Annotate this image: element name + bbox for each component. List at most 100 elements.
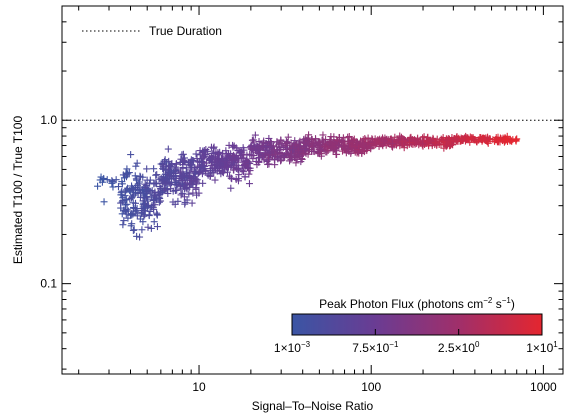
data-point-158 — [123, 165, 131, 173]
data-point-832 — [257, 144, 265, 152]
data-point-377 — [185, 161, 193, 169]
data-point-1071 — [318, 150, 326, 158]
data-point-1069 — [351, 143, 359, 151]
data-point-93 — [133, 181, 141, 189]
data-point-331 — [169, 198, 177, 206]
data-point-940 — [319, 131, 327, 139]
data-point-571 — [221, 163, 229, 171]
data-point-97 — [118, 178, 126, 186]
data-point-164 — [122, 196, 130, 204]
y-axis-label: Estimated T100 / True T100 — [11, 116, 25, 265]
data-point-135 — [123, 205, 131, 213]
data-point-559 — [210, 143, 218, 151]
data-point-829 — [298, 155, 306, 163]
data-point-1389 — [492, 134, 500, 142]
data-point-1003 — [299, 149, 307, 157]
data-point-155 — [121, 201, 129, 209]
data-point-111 — [143, 165, 151, 173]
data-point-140 — [128, 182, 136, 190]
data-point-823 — [277, 136, 285, 144]
data-point-798 — [273, 138, 281, 146]
data-point-387 — [162, 167, 170, 175]
data-point-947 — [314, 149, 322, 157]
data-point-260 — [172, 160, 180, 168]
data-point-1062 — [343, 145, 351, 153]
data-point-1360 — [491, 137, 499, 145]
data-point-1415 — [501, 135, 509, 143]
data-point-118 — [129, 226, 137, 234]
data-point-459 — [245, 180, 253, 188]
data-point-95 — [119, 221, 127, 229]
data-point-1434 — [512, 136, 520, 144]
data-point-347 — [189, 156, 197, 164]
data-point-380 — [186, 181, 194, 189]
data-point-181 — [152, 171, 160, 179]
data-point-759 — [296, 142, 304, 150]
data-point-9 — [112, 176, 120, 184]
data-point-1433 — [484, 133, 492, 141]
data-point-1268 — [420, 133, 428, 141]
data-point-1420 — [463, 134, 471, 142]
data-point-69 — [127, 151, 135, 159]
data-point-186 — [119, 171, 127, 179]
data-point-724 — [291, 137, 299, 145]
data-point-999 — [305, 131, 313, 139]
data-point-113 — [130, 226, 138, 234]
legend: True Duration — [82, 24, 222, 38]
data-point-1048 — [353, 139, 361, 147]
data-point-484 — [241, 173, 249, 181]
data-point-1301 — [414, 134, 422, 142]
data-point-612 — [198, 157, 206, 165]
data-point-815 — [279, 143, 287, 151]
data-point-191 — [139, 186, 147, 194]
data-point-610 — [201, 149, 209, 157]
colorbar-tick-label-0: 1×10−3 — [274, 340, 311, 355]
data-point-171 — [134, 180, 142, 188]
data-point-1298 — [380, 137, 388, 145]
data-point-805 — [248, 136, 256, 144]
data-point-1007 — [344, 133, 352, 141]
data-point-807 — [272, 151, 280, 159]
data-point-1084 — [310, 143, 318, 151]
data-point-1072 — [361, 135, 369, 143]
data-point-127 — [150, 218, 158, 226]
data-point-816 — [264, 161, 272, 169]
data-point-460 — [238, 167, 246, 175]
data-point-827 — [265, 154, 273, 162]
data-point-369 — [171, 178, 179, 186]
data-point-385 — [184, 172, 192, 180]
data-point-790 — [266, 144, 274, 152]
data-point-560 — [219, 169, 227, 177]
data-point-562 — [239, 154, 247, 162]
data-point-828 — [291, 152, 299, 160]
data-point-1297 — [398, 138, 406, 146]
data-point-556 — [212, 165, 220, 173]
data-point-335 — [167, 161, 175, 169]
data-point-1266 — [370, 141, 378, 149]
data-point-511 — [234, 164, 242, 172]
legend-label: True Duration — [149, 24, 222, 38]
data-point-595 — [230, 142, 238, 150]
data-point-611 — [217, 161, 225, 169]
data-point-483 — [199, 179, 207, 187]
data-point-11 — [100, 174, 108, 182]
data-point-120 — [140, 192, 148, 200]
data-point-190 — [147, 203, 155, 211]
data-point-8 — [94, 182, 102, 190]
data-point-583 — [235, 147, 243, 155]
data-point-17 — [153, 171, 161, 179]
data-point-608 — [227, 174, 235, 182]
data-point-192 — [131, 205, 139, 213]
data-point-801 — [249, 155, 257, 163]
data-point-183 — [155, 198, 163, 206]
data-point-360 — [165, 175, 173, 183]
data-point-555 — [207, 161, 215, 169]
data-point-1311 — [375, 139, 383, 147]
data-point-68 — [124, 214, 132, 222]
data-point-166 — [139, 203, 147, 211]
data-point-585 — [240, 161, 248, 169]
x-tick-label-1: 100 — [361, 380, 381, 394]
data-point-1076 — [312, 135, 320, 143]
data-point-250 — [195, 189, 203, 197]
data-point-1079 — [326, 138, 334, 146]
